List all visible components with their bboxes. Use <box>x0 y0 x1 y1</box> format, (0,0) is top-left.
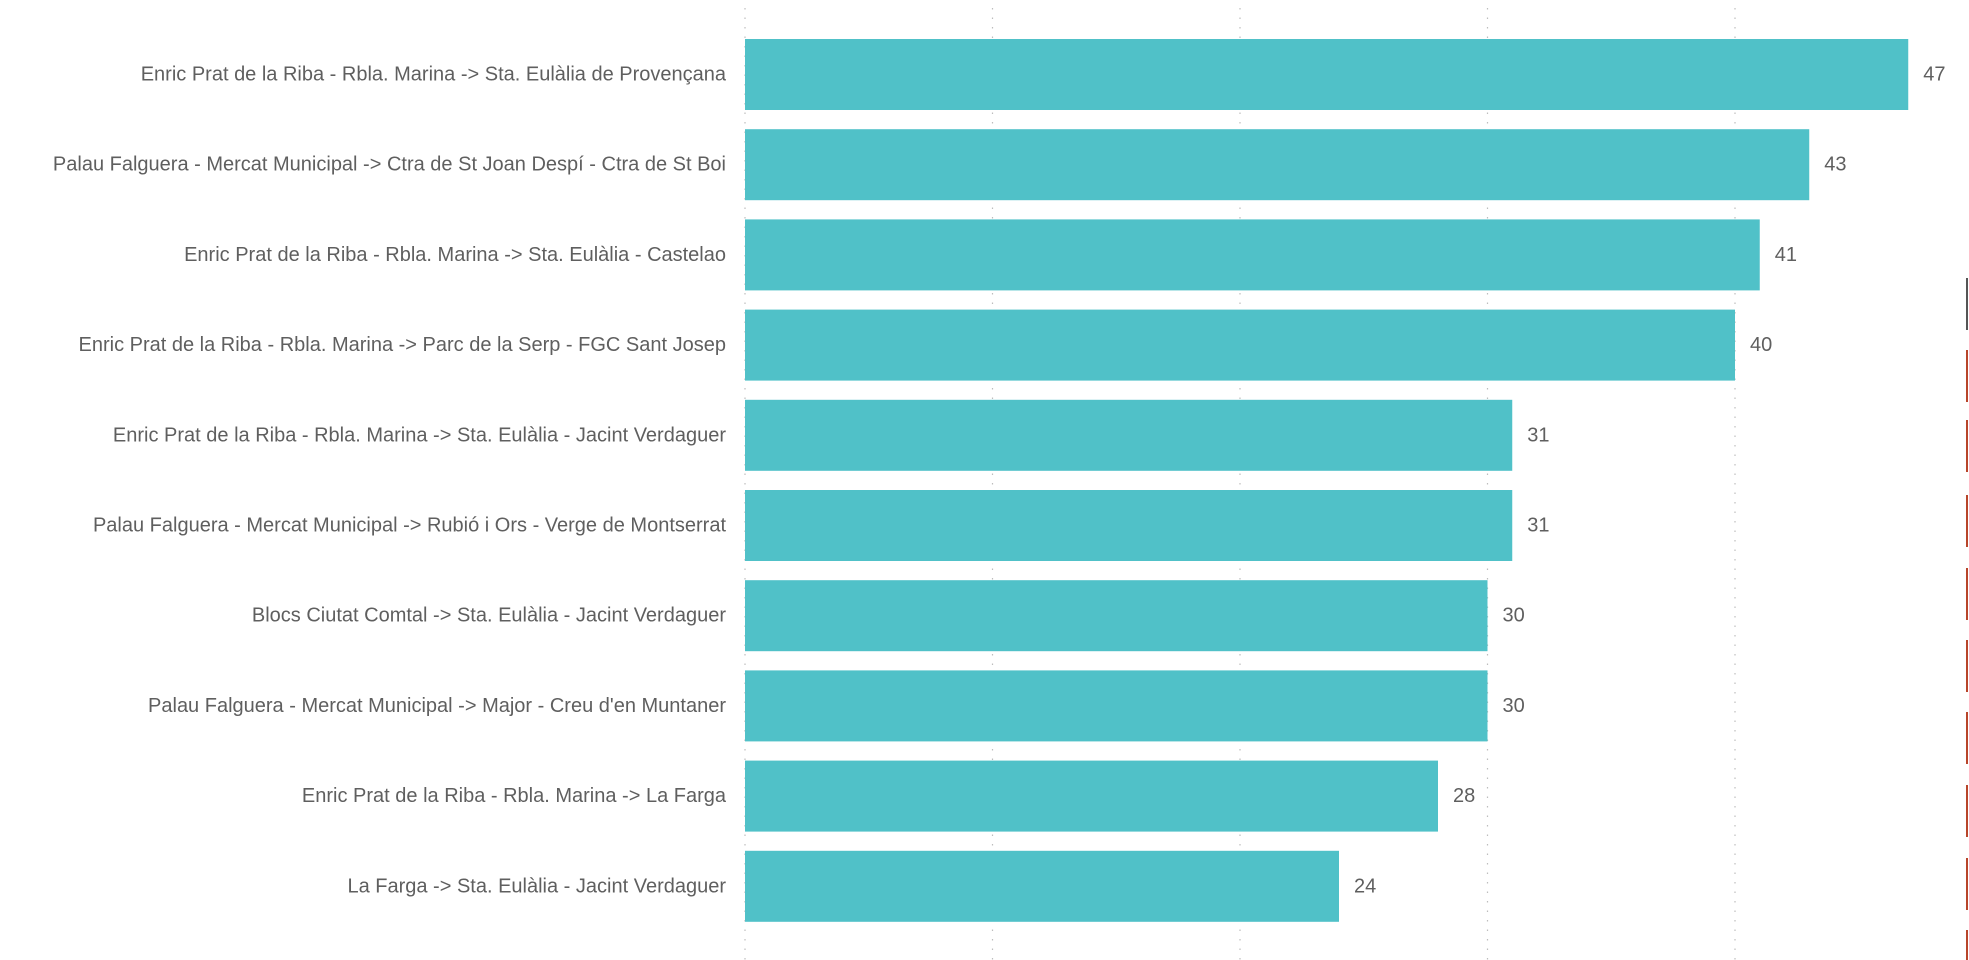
bar-4 <box>745 309 1735 381</box>
value-label-8: 30 <box>1503 695 1525 717</box>
value-label-2: 43 <box>1824 154 1846 176</box>
value-label-6: 31 <box>1527 515 1549 537</box>
value-label-3: 41 <box>1775 244 1797 266</box>
value-label-1: 47 <box>1923 64 1945 86</box>
category-label-10: La Farga -> Sta. Eulàlia - Jacint Verdag… <box>347 875 726 897</box>
bar-3 <box>745 219 1760 291</box>
category-label-5: Enric Prat de la Riba - Rbla. Marina -> … <box>113 424 726 446</box>
category-labels: Enric Prat de la Riba - Rbla. Marina -> … <box>53 64 727 898</box>
bars <box>745 39 1909 922</box>
category-label-1: Enric Prat de la Riba - Rbla. Marina -> … <box>141 64 727 86</box>
gridlines <box>744 8 1736 960</box>
category-label-2: Palau Falguera - Mercat Municipal -> Ctr… <box>53 154 726 176</box>
category-label-4: Enric Prat de la Riba - Rbla. Marina -> … <box>79 334 727 356</box>
bar-5 <box>745 399 1513 471</box>
category-label-8: Palau Falguera - Mercat Municipal -> Maj… <box>148 695 726 717</box>
bar-2 <box>745 129 1810 201</box>
bar-8 <box>745 670 1488 742</box>
bar-10 <box>745 850 1339 922</box>
category-label-6: Palau Falguera - Mercat Municipal -> Rub… <box>93 515 726 537</box>
bar-7 <box>745 580 1488 652</box>
bar-1 <box>745 39 1909 110</box>
bar-6 <box>745 490 1513 561</box>
bar-9 <box>745 760 1438 832</box>
category-label-9: Enric Prat de la Riba - Rbla. Marina -> … <box>302 785 727 807</box>
category-label-7: Blocs Ciutat Comtal -> Sta. Eulàlia - Ja… <box>252 605 726 627</box>
value-label-10: 24 <box>1354 875 1376 897</box>
category-label-3: Enric Prat de la Riba - Rbla. Marina -> … <box>184 244 726 266</box>
value-label-4: 40 <box>1750 334 1772 356</box>
value-labels: 47 43 41 40 31 31 30 30 28 24 <box>1354 64 1946 898</box>
value-label-5: 31 <box>1527 424 1549 446</box>
value-label-9: 28 <box>1453 785 1475 807</box>
value-label-7: 30 <box>1503 605 1525 627</box>
